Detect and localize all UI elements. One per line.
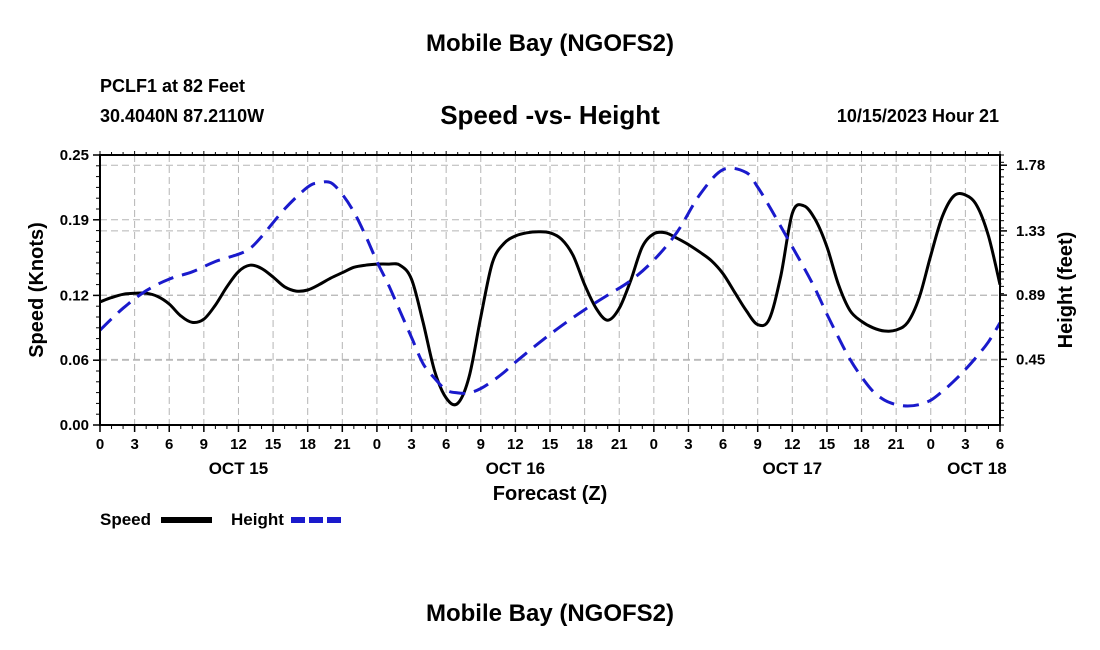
date-label: OCT 17 [763,459,823,478]
x-tick-label: 3 [961,436,969,453]
x-tick-label: 0 [373,436,381,453]
chart-main-title: Mobile Bay (NGOFS2) [425,30,675,57]
y-tick-label: 0.25 [60,147,89,164]
x-tick-label: 3 [407,436,415,453]
y2-tick-label: 0.45 [1016,351,1045,368]
x-tick-label: 15 [819,436,836,453]
x-tick-label: 18 [853,436,870,453]
legend-label-speed: Speed [100,510,151,529]
x-axis-title: Forecast (Z) [493,483,607,505]
x-tick-label: 18 [576,436,593,453]
x-tick-label: 21 [334,436,351,453]
station-coordinates: 30.4040N 87.2110W [100,106,265,126]
y-tick-label: 0.19 [60,212,89,229]
x-tick-label: 9 [200,436,208,453]
x-tick-label: 21 [611,436,628,453]
x-tick-label: 3 [130,436,138,453]
x-tick-label: 21 [888,436,905,453]
x-tick-label: 6 [996,436,1004,453]
legend: Speed Height [100,510,342,529]
station-label: PCLF1 at 82 Feet [100,76,246,96]
x-tick-label: 12 [230,436,247,453]
x-tick-label: 15 [265,436,282,453]
speed-series-line [99,192,1002,407]
date-label: OCT 16 [486,459,546,478]
x-tick-label: 6 [719,436,727,453]
x-tick-label: 3 [684,436,692,453]
x-tick-label: 9 [754,436,762,453]
legend-label-height: Height [231,510,284,529]
x-tick-label: 0 [650,436,658,453]
axis-layer: 0 3 6 9 12 15 18 21 0 3 6 9 12 15 18 21 0 3 6 9 12 15 18 21 0 3 6 0… [60,147,1045,478]
footer-title: Mobile Bay (NGOFS2) [425,600,675,627]
x-tick-label: 12 [784,436,801,453]
y-tick-label: 0.12 [60,287,89,304]
grid-layer [100,155,1000,425]
height-series-line [98,166,1002,408]
x-tick-label: 6 [442,436,450,453]
x-tick-label: 18 [299,436,316,453]
x-tick-label: 15 [542,436,559,453]
y2-tick-label: 1.78 [1016,157,1045,174]
x-tick-label: 9 [477,436,485,453]
date-label: OCT 15 [209,459,269,478]
y2-tick-label: 1.33 [1016,223,1045,240]
y-tick-label: 0.06 [60,352,89,369]
x-tick-label: 0 [927,436,935,453]
date-label: OCT 18 [947,459,1007,478]
x-tick-label: 0 [96,436,104,453]
series-layer [98,166,1002,408]
y2-axis-title: Height (feet) [1055,232,1077,349]
x-tick-label: 12 [507,436,524,453]
chart-subtitle: Speed -vs- Height [440,100,660,130]
y-axis-title: Speed (Knots) [26,222,48,358]
x-tick-label: 6 [165,436,173,453]
y2-tick-label: 0.89 [1016,287,1045,304]
forecast-timestamp: 10/15/2023 Hour 21 [836,106,999,126]
y-tick-label: 0.00 [60,417,89,434]
